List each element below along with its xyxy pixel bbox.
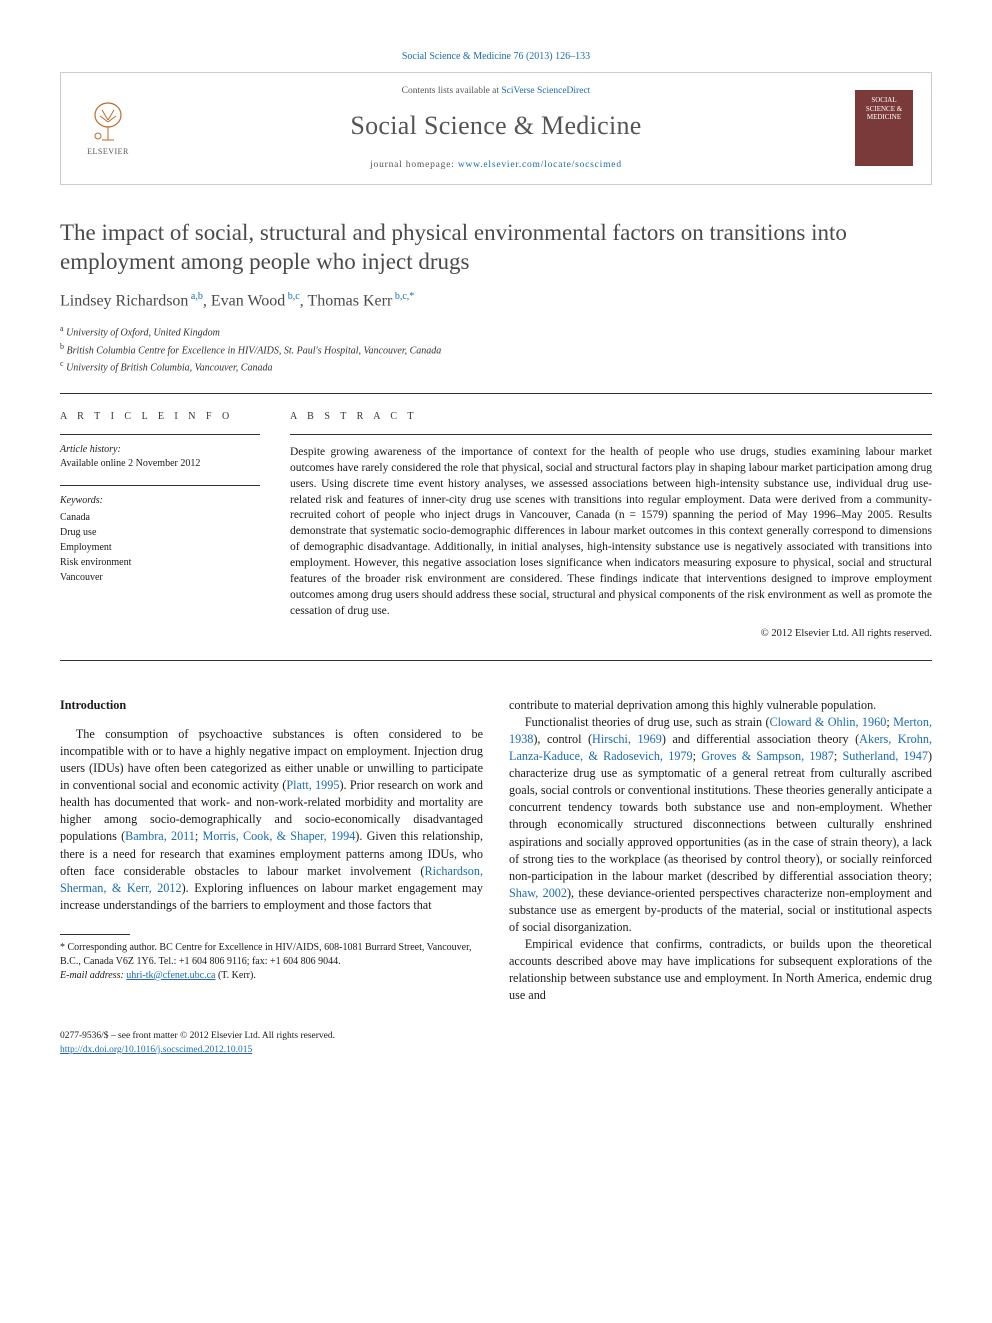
article-title: The impact of social, structural and phy… [60,219,932,277]
bottom-bar: 0277-9536/$ – see front matter © 2012 El… [60,1030,932,1057]
journal-cover-thumbnail: SOCIAL SCIENCE & MEDICINE [855,90,913,166]
keyword: Employment [60,540,260,555]
email-line: E-mail address: uhri-tk@cfenet.ubc.ca (T… [60,969,483,983]
citation-ref[interactable]: Morris, Cook, & Shaper, 1994 [203,829,356,843]
citation-ref[interactable]: Groves & Sampson, 1987 [701,749,834,763]
keyword: Canada [60,510,260,525]
citation-ref[interactable]: Cloward & Ohlin, 1960 [770,715,887,729]
contents-link[interactable]: SciVerse ScienceDirect [501,86,590,96]
intro-para-1-cont: contribute to material deprivation among… [509,697,932,714]
page: Social Science & Medicine 76 (2013) 126–… [0,0,992,1097]
journal-name: Social Science & Medicine [153,108,839,144]
abstract: A B S T R A C T Despite growing awarenes… [290,410,932,642]
affiliations: a University of Oxford, United Kingdom b… [60,323,932,375]
contents-available: Contents lists available at SciVerse Sci… [153,85,839,98]
keyword: Drug use [60,525,260,540]
citation-ref[interactable]: Sutherland, 1947 [842,749,927,763]
running-citation: Social Science & Medicine 76 (2013) 126–… [60,50,932,64]
authors-line: Lindsey Richardson a,b, Evan Wood b,c, T… [60,290,932,313]
keywords-label: Keywords: [60,494,260,508]
corresponding-author-note: * Corresponding author. BC Centre for Ex… [60,941,483,969]
info-rule-1 [60,434,260,435]
journal-homepage: journal homepage: www.elsevier.com/locat… [153,159,839,172]
intro-para-1: The consumption of psychoactive substanc… [60,726,483,914]
homepage-link[interactable]: www.elsevier.com/locate/socscimed [458,160,622,170]
email-tail: (T. Kerr). [215,970,255,981]
doi-link[interactable]: http://dx.doi.org/10.1016/j.socscimed.20… [60,1045,252,1055]
citation-ref[interactable]: Hirschi, 1969 [592,732,662,746]
homepage-prefix: journal homepage: [370,160,458,170]
email-label: E-mail address: [60,970,126,981]
contents-prefix: Contents lists available at [402,86,502,96]
footnote-separator [60,934,130,935]
article-info-heading: A R T I C L E I N F O [60,410,260,424]
abstract-copyright: © 2012 Elsevier Ltd. All rights reserved… [290,627,932,641]
affiliation-c: c University of British Columbia, Vancou… [60,358,932,375]
elsevier-label: ELSEVIER [87,146,129,157]
header-center: Contents lists available at SciVerse Sci… [153,85,839,172]
abstract-rule [290,434,932,435]
column-left: Introduction The consumption of psychoac… [60,697,483,1004]
article-history-value: Available online 2 November 2012 [60,457,260,471]
keyword: Vancouver [60,570,260,585]
abstract-heading: A B S T R A C T [290,410,932,424]
rule-bottom [60,660,932,661]
affiliation-b: b British Columbia Centre for Excellence… [60,341,932,358]
section-title-introduction: Introduction [60,697,483,714]
citation-ref[interactable]: Bambra, 2011 [125,829,195,843]
front-matter-line: 0277-9536/$ – see front matter © 2012 El… [60,1030,932,1043]
keyword: Risk environment [60,555,260,570]
journal-header: ELSEVIER Contents lists available at Sci… [60,72,932,185]
abstract-text: Despite growing awareness of the importa… [290,445,932,619]
article-history-label: Article history: [60,443,260,457]
intro-para-3: Empirical evidence that confirms, contra… [509,936,932,1004]
elsevier-tree-icon [88,100,128,144]
intro-para-2: Functionalist theories of drug use, such… [509,714,932,936]
affiliation-a: a University of Oxford, United Kingdom [60,323,932,340]
citation-ref[interactable]: Richardson, Sherman, & Kerr, 2012 [60,864,483,895]
email-link[interactable]: uhri-tk@cfenet.ubc.ca [126,970,215,981]
info-rule-2 [60,485,260,486]
article-info: A R T I C L E I N F O Article history: A… [60,410,260,642]
footnotes: * Corresponding author. BC Centre for Ex… [60,941,483,983]
column-right: contribute to material deprivation among… [509,697,932,1004]
citation-ref[interactable]: Platt, 1995 [286,778,339,792]
body-columns: Introduction The consumption of psychoac… [60,697,932,1004]
info-abstract-row: A R T I C L E I N F O Article history: A… [60,394,932,660]
citation-ref[interactable]: Shaw, 2002 [509,886,567,900]
elsevier-logo: ELSEVIER [79,94,137,162]
